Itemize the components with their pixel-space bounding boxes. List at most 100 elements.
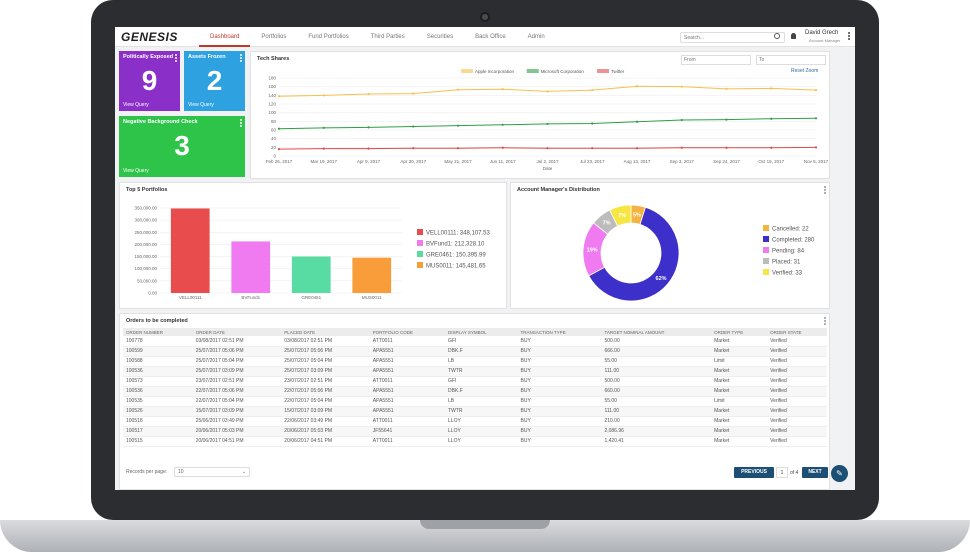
table-cell: 100599 bbox=[123, 346, 193, 357]
table-cell: BUY bbox=[517, 426, 602, 437]
date-to-input[interactable] bbox=[756, 55, 826, 65]
table-row[interactable]: 100599 25/07/2017 05:06 PM 25/07/2017 05:0… bbox=[123, 346, 827, 357]
series-point bbox=[501, 123, 504, 126]
column-header[interactable]: DISPLAY SYMBOL bbox=[445, 328, 518, 336]
legend-label: BVFund1: 212,328.10 bbox=[426, 242, 485, 248]
records-per-page-select[interactable]: 10 ⌄ bbox=[174, 467, 250, 477]
table-cell: 20/06/2017 04:51 PM bbox=[192, 436, 282, 447]
nav-portfolios[interactable]: Portfolios bbox=[261, 34, 287, 40]
table-cell: LB bbox=[445, 356, 518, 367]
distribution-panel: Account Manager's Distribution 5% 62% 19% 7… bbox=[510, 182, 830, 309]
nav-securities[interactable]: Securities bbox=[426, 34, 454, 40]
table-row[interactable]: 100518 25/06/2017 03:49 PM 22/06/2017 03:4… bbox=[123, 416, 827, 427]
table-row[interactable]: 100778 03/08/2017 02:51 PM 03/08/2017 02:5… bbox=[123, 336, 827, 347]
tile-negative-background-check[interactable]: Negative Background Check 3 View Query bbox=[119, 116, 245, 177]
table-row[interactable]: 100536 22/07/2017 05:06 PM 22/07/2017 05:0… bbox=[123, 386, 827, 397]
legend-swatch bbox=[417, 262, 423, 268]
view-query-link[interactable]: View Query bbox=[188, 102, 214, 108]
table-cell: 20/06/2017 04:51 PM bbox=[281, 436, 370, 447]
user-name[interactable]: David Grech bbox=[805, 30, 839, 36]
table-cell: Verified bbox=[767, 436, 827, 447]
series-point bbox=[277, 127, 281, 130]
table-cell: BUY bbox=[517, 396, 602, 407]
table-row[interactable]: 100517 20/06/2017 05:03 PM 20/06/2017 05:0… bbox=[123, 426, 827, 437]
table-cell: Verified bbox=[767, 406, 827, 417]
table-cell: 22/07/2017 05:04 PM bbox=[281, 396, 370, 407]
nav-admin[interactable]: Admin bbox=[527, 34, 545, 40]
legend-label: Cancelled: 22 bbox=[772, 227, 809, 233]
table-cell: Verified bbox=[767, 416, 827, 427]
bar bbox=[352, 257, 392, 293]
page-count: of 4 bbox=[790, 470, 799, 476]
table-cell: ATT0011 bbox=[369, 436, 446, 447]
table-row[interactable]: 100536 25/07/2017 03:09 PM 25/07/2017 03:0… bbox=[123, 366, 827, 377]
tile-politically-exposed[interactable]: Politically Exposed 9 View Query bbox=[119, 51, 180, 111]
column-header[interactable]: ORDER NUMBER bbox=[123, 328, 193, 336]
table-row[interactable]: 100526 15/07/2017 03:09 PM 15/07/2017 03:0… bbox=[123, 406, 827, 417]
nav-back-office[interactable]: Back Office bbox=[475, 34, 506, 40]
series-point bbox=[814, 146, 818, 149]
nav-fund-portfolios[interactable]: Fund Portfolios bbox=[308, 34, 349, 40]
column-header[interactable]: TARGET NOMINAL AMOUNT bbox=[601, 328, 712, 336]
series-point bbox=[814, 117, 818, 120]
legend-label: Twitter bbox=[611, 69, 625, 74]
table-cell: 22/07/2017 05:06 PM bbox=[192, 386, 282, 397]
tech-shares-panel: Tech Shares Reset Zoom 0 20 40 60 80 100 120 14… bbox=[250, 51, 830, 179]
series-point bbox=[546, 90, 549, 93]
series-point bbox=[546, 122, 549, 126]
donut-slice bbox=[588, 206, 680, 302]
table-cell: 25/07/2017 05:06 PM bbox=[281, 346, 370, 357]
view-query-link[interactable]: View Query bbox=[123, 168, 149, 174]
table-cell: APA5551 bbox=[369, 406, 446, 417]
search-icon[interactable] bbox=[774, 33, 780, 39]
x-tick-label: Apr 9, 2017 bbox=[357, 159, 381, 164]
table-cell: 25/07/2017 03:09 PM bbox=[192, 366, 282, 377]
date-from-input[interactable] bbox=[681, 55, 751, 65]
nav-third-parties[interactable]: Third Parties bbox=[370, 34, 405, 40]
app-logo[interactable]: GENESIS bbox=[121, 30, 178, 44]
search-input[interactable] bbox=[680, 32, 785, 43]
column-header[interactable]: ORDER TYPE bbox=[711, 328, 768, 336]
view-query-link[interactable]: View Query bbox=[123, 102, 149, 108]
table-row[interactable]: 100515 20/06/2017 04:51 PM 20/06/2017 04:5… bbox=[123, 436, 827, 447]
table-row[interactable]: 100588 25/07/2017 05:04 PM 25/07/2017 05:0… bbox=[123, 356, 827, 367]
x-axis-label: Date bbox=[543, 166, 553, 171]
legend-label: Microsoft Corporation bbox=[541, 69, 585, 74]
edit-fab-button[interactable]: ✎ bbox=[831, 465, 848, 482]
user-menu-icon[interactable] bbox=[848, 32, 850, 41]
nav-dashboard[interactable]: Dashboard bbox=[199, 27, 251, 47]
page-number-input[interactable]: 1 bbox=[776, 467, 788, 478]
table-cell: 666.00 bbox=[601, 346, 712, 357]
table-cell: Market bbox=[711, 346, 768, 357]
slice-percent-label: 7% bbox=[618, 213, 626, 219]
tile-assets-frozen[interactable]: Assets Frozen 2 View Query bbox=[184, 51, 245, 111]
reset-zoom-button[interactable]: Reset Zoom bbox=[791, 68, 819, 74]
series-point bbox=[322, 147, 325, 150]
tile-value: 3 bbox=[174, 130, 190, 161]
next-button[interactable]: NEXT bbox=[802, 467, 828, 478]
top5-bar-chart: 0.00 50,000.00 100,000.00 150,000.00 200,000… bbox=[134, 206, 490, 301]
column-header[interactable]: PORTFOLIO CODE bbox=[369, 328, 446, 336]
column-header[interactable]: ORDER DATE bbox=[192, 328, 282, 336]
panel-menu-icon[interactable] bbox=[824, 317, 826, 326]
bell-icon[interactable] bbox=[791, 33, 796, 39]
x-tick-label: Feb 26, 2017 bbox=[266, 159, 293, 164]
tile-menu-icon[interactable] bbox=[175, 54, 177, 63]
panel-title: Account Manager's Distribution bbox=[517, 187, 600, 193]
previous-button[interactable]: PREVIOUS bbox=[734, 467, 774, 478]
x-tick-label: GRE0461 bbox=[301, 295, 321, 300]
tile-menu-icon[interactable] bbox=[240, 119, 242, 128]
series-point bbox=[770, 87, 773, 90]
table-cell: BUY bbox=[517, 386, 602, 397]
tile-menu-icon[interactable] bbox=[240, 54, 242, 63]
table-row[interactable]: 100535 22/07/2017 05:04 PM 22/07/2017 05:0… bbox=[123, 396, 827, 407]
panel-menu-icon[interactable] bbox=[824, 186, 826, 195]
table-cell: 03/08/2017 02:51 PM bbox=[192, 336, 282, 347]
column-header[interactable]: ORDER STATE bbox=[767, 328, 827, 336]
column-header[interactable]: TRANSACTION TYPE bbox=[517, 328, 602, 336]
table-cell: Limit bbox=[711, 356, 768, 367]
table-cell: 1,420.41 bbox=[601, 436, 712, 447]
table-row[interactable]: 100573 23/07/2017 02:51 PM 23/07/2017 02:5… bbox=[123, 376, 827, 387]
slice-percent-label: 7% bbox=[603, 221, 611, 227]
column-header[interactable]: PLACED DATE bbox=[281, 328, 370, 336]
